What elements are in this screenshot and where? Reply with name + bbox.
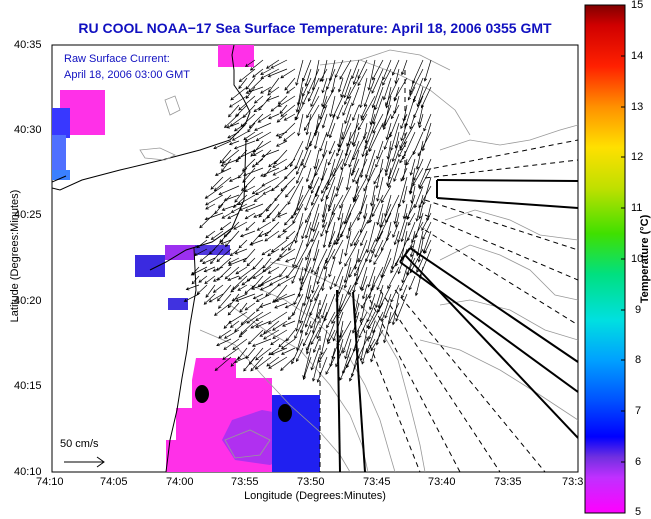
colorbar-tick: 5	[635, 506, 642, 518]
current-vectors	[183, 59, 432, 383]
x-tick: 74:10	[36, 476, 64, 488]
y-tick: 40:10	[14, 466, 42, 478]
x-axis-label: Longitude (Degrees:Minutes)	[244, 490, 386, 502]
colorbar-tick: 7	[635, 405, 642, 417]
y-axis-label: Latitude (Degrees:Minutes)	[9, 189, 21, 323]
x-tick: 73:35	[494, 476, 522, 488]
x-tick: 73:40	[428, 476, 456, 488]
x-tick: 74:05	[100, 476, 128, 488]
colorbar-tick: 8	[635, 354, 642, 366]
x-tick: 73:45	[363, 476, 391, 488]
colorbar	[584, 4, 626, 514]
x-tick: 74:00	[166, 476, 194, 488]
colorbar-label: Temperature (°C)	[639, 214, 651, 304]
y-tick: 40:25	[14, 209, 42, 221]
y-tick: 40:30	[14, 124, 42, 136]
colorbar-tick: 15	[631, 0, 644, 11]
colorbar-tick: 6	[635, 456, 642, 468]
y-tick: 40:15	[14, 380, 42, 392]
annotation-line1: Raw Surface Current:	[64, 53, 170, 65]
current-vector-paths	[183, 59, 432, 383]
colorbar-tick: 11	[631, 202, 643, 214]
scale-arrow	[64, 456, 105, 468]
x-tick: 73:3	[562, 476, 584, 488]
y-tick: 40:35	[14, 39, 42, 51]
sst-patches	[52, 45, 320, 472]
colorbar-tick: 9	[635, 304, 642, 316]
colorbar-tick: 10	[631, 253, 644, 265]
scale-label: 50 cm/s	[60, 438, 99, 450]
y-tick: 40:20	[14, 295, 42, 307]
colorbar-tick: 13	[631, 101, 644, 113]
dashed-lines	[319, 70, 578, 472]
x-tick: 73:50	[297, 476, 325, 488]
annotation-line2: April 18, 2006 03:00 GMT	[64, 69, 190, 81]
shipping-lanes	[336, 179, 578, 472]
colorbar-tick: 12	[631, 151, 644, 163]
colorbar-ticks	[621, 4, 625, 514]
x-tick: 73:55	[231, 476, 259, 488]
colorbar-tick: 14	[631, 50, 644, 62]
chart-title: RU COOL NOAA−17 Sea Surface Temperature:…	[78, 20, 552, 36]
